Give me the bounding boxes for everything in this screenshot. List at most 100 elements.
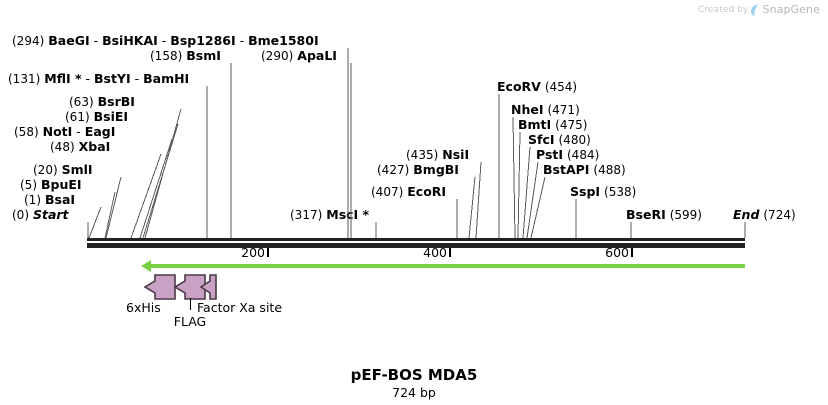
enzyme-label-bsmi[interactable]: (158) BsmI bbox=[150, 49, 221, 63]
backbone-main-line bbox=[87, 243, 745, 248]
enzyme-label-bmti[interactable]: BmtI (475) bbox=[518, 118, 587, 132]
marker-position: (0) bbox=[12, 208, 29, 222]
enzyme-name: BsrBI bbox=[97, 94, 135, 109]
enzyme-position: (471) bbox=[547, 103, 580, 117]
marker-name: Start bbox=[32, 207, 69, 222]
enzyme-position: (1) bbox=[24, 193, 41, 207]
marker-label-start[interactable]: (0) Start bbox=[12, 208, 69, 222]
enzyme-position: (131) bbox=[8, 72, 41, 86]
enzyme-name: BstYI bbox=[93, 71, 131, 86]
enzyme-label-noti-eagi[interactable]: (58) NotI - EagI bbox=[14, 124, 116, 139]
enzyme-position: (488) bbox=[593, 163, 626, 177]
enzyme-name: EcoRV bbox=[497, 79, 541, 94]
enzyme-name: Bsp1286I bbox=[170, 33, 236, 48]
enzyme-position: (58) bbox=[14, 125, 39, 139]
enzyme-name: BpuEI bbox=[40, 177, 82, 192]
enzyme-label-bsrbi[interactable]: (63) BsrBI bbox=[69, 95, 135, 109]
enzyme-position: (427) bbox=[377, 163, 410, 177]
enzyme-name: SfcI bbox=[528, 132, 555, 147]
enzyme-label-smli[interactable]: (20) SmlI bbox=[33, 163, 93, 177]
ruler-tick-200 bbox=[267, 248, 269, 257]
snapgene-watermark: Created by SnapGene bbox=[698, 3, 820, 16]
enzyme-name: NsiI bbox=[442, 147, 470, 162]
enzyme-name: BsiHKAI bbox=[102, 33, 158, 48]
feature-arrow-flag[interactable] bbox=[174, 274, 206, 300]
enzyme-name: BseRI bbox=[626, 207, 666, 222]
enzyme-name: NotI bbox=[42, 124, 73, 139]
enzyme-name: MflI * bbox=[44, 71, 82, 86]
enzyme-position: (407) bbox=[371, 185, 404, 199]
enzyme-name: EagI bbox=[84, 124, 116, 139]
enzyme-name: BsaI bbox=[44, 192, 76, 207]
enzyme-label-bmgbi[interactable]: (427) BmgBI bbox=[377, 163, 459, 177]
feature-label-flag: FLAG bbox=[173, 314, 207, 329]
enzyme-position: (454) bbox=[544, 80, 578, 94]
ruler-tick-600 bbox=[631, 248, 633, 257]
backbone-upper-line bbox=[87, 238, 745, 241]
enzyme-name: PstI bbox=[536, 147, 564, 162]
enzyme-position: (475) bbox=[555, 118, 588, 132]
enzyme-name: XbaI bbox=[78, 139, 111, 154]
enzyme-position: (48) bbox=[50, 140, 75, 154]
marker-position: (724) bbox=[763, 208, 796, 222]
orf-arrow-body[interactable] bbox=[150, 264, 745, 268]
enzyme-label-bseri[interactable]: BseRI (599) bbox=[626, 208, 702, 222]
enzyme-position: (294) bbox=[12, 34, 45, 48]
enzyme-name: BmgBI bbox=[413, 162, 459, 177]
feature-arrow-6xhis[interactable] bbox=[144, 274, 176, 300]
enzyme-label-nsii[interactable]: (435) NsiI bbox=[406, 148, 469, 162]
enzyme-label-baegi-group[interactable]: (294) BaeGI - BsiHKAI - Bsp1286I - Bme15… bbox=[12, 33, 319, 48]
enzyme-label-ecorv[interactable]: EcoRV (454) bbox=[497, 80, 577, 94]
enzyme-label-nhei[interactable]: NheI (471) bbox=[511, 103, 580, 117]
plasmid-length: 724 bp bbox=[392, 385, 436, 400]
ruler-label-400: 400 bbox=[423, 245, 447, 260]
enzyme-name: BaeGI bbox=[48, 33, 90, 48]
enzyme-name: NheI bbox=[511, 102, 544, 117]
ruler-label-200: 200 bbox=[241, 245, 265, 260]
enzyme-name: BmtI bbox=[518, 117, 552, 132]
enzyme-name: EcoRI bbox=[407, 184, 447, 199]
enzyme-label-apali[interactable]: (290) ApaLI bbox=[261, 49, 337, 63]
feature-tick-flag bbox=[190, 298, 191, 310]
enzyme-name: BamHI bbox=[143, 71, 190, 86]
ruler-label-600: 600 bbox=[605, 245, 629, 260]
marker-name: End bbox=[733, 207, 760, 222]
enzyme-position: (435) bbox=[406, 148, 439, 162]
enzyme-label-mfli-group[interactable]: (131) MflI * - BstYI - BamHI bbox=[8, 71, 190, 86]
enzyme-label-bstapi[interactable]: BstAPI (488) bbox=[543, 163, 626, 177]
enzyme-name: BsmI bbox=[186, 48, 221, 63]
enzyme-position: (20) bbox=[33, 163, 58, 177]
enzyme-position: (61) bbox=[65, 110, 90, 124]
feature-arrow-factor-xa-site[interactable] bbox=[200, 274, 217, 300]
enzyme-label-ecori[interactable]: (407) EcoRI bbox=[371, 185, 446, 199]
page-title: pEF-BOS MDA5 bbox=[350, 366, 478, 384]
enzyme-position: (5) bbox=[20, 178, 37, 192]
enzyme-name: SspI bbox=[570, 184, 601, 199]
enzyme-label-bsiei[interactable]: (61) BsiEI bbox=[65, 110, 128, 124]
orf-arrow-head[interactable] bbox=[141, 260, 151, 272]
enzyme-label-sspi[interactable]: SspI (538) bbox=[570, 185, 636, 199]
enzyme-position: (158) bbox=[150, 49, 183, 63]
enzyme-label-bpuei[interactable]: (5) BpuEI bbox=[20, 178, 82, 192]
enzyme-label-bsai[interactable]: (1) BsaI bbox=[24, 193, 75, 207]
enzyme-name: Bme1580I bbox=[248, 33, 319, 48]
marker-label-end[interactable]: End (724) bbox=[733, 208, 796, 222]
enzyme-position: (484) bbox=[567, 148, 600, 162]
enzyme-position: (538) bbox=[604, 185, 637, 199]
enzyme-position: (599) bbox=[669, 208, 702, 222]
enzyme-position: (480) bbox=[558, 133, 591, 147]
watermark-brand: SnapGene bbox=[762, 3, 820, 16]
enzyme-label-psti[interactable]: PstI (484) bbox=[536, 148, 599, 162]
feature-label-factor-xa-site: Factor Xa site bbox=[197, 300, 283, 315]
snapgene-leaf-icon bbox=[751, 3, 759, 16]
enzyme-name: BstAPI bbox=[543, 162, 590, 177]
enzyme-position: (63) bbox=[69, 95, 94, 109]
enzyme-name: ApaLI bbox=[297, 48, 337, 63]
enzyme-label-msci[interactable]: (317) MscI * bbox=[290, 208, 369, 222]
enzyme-name: MscI * bbox=[326, 207, 370, 222]
enzyme-label-xbai[interactable]: (48) XbaI bbox=[50, 140, 110, 154]
enzyme-label-sfci[interactable]: SfcI (480) bbox=[528, 133, 591, 147]
enzyme-name: SmlI bbox=[61, 162, 93, 177]
